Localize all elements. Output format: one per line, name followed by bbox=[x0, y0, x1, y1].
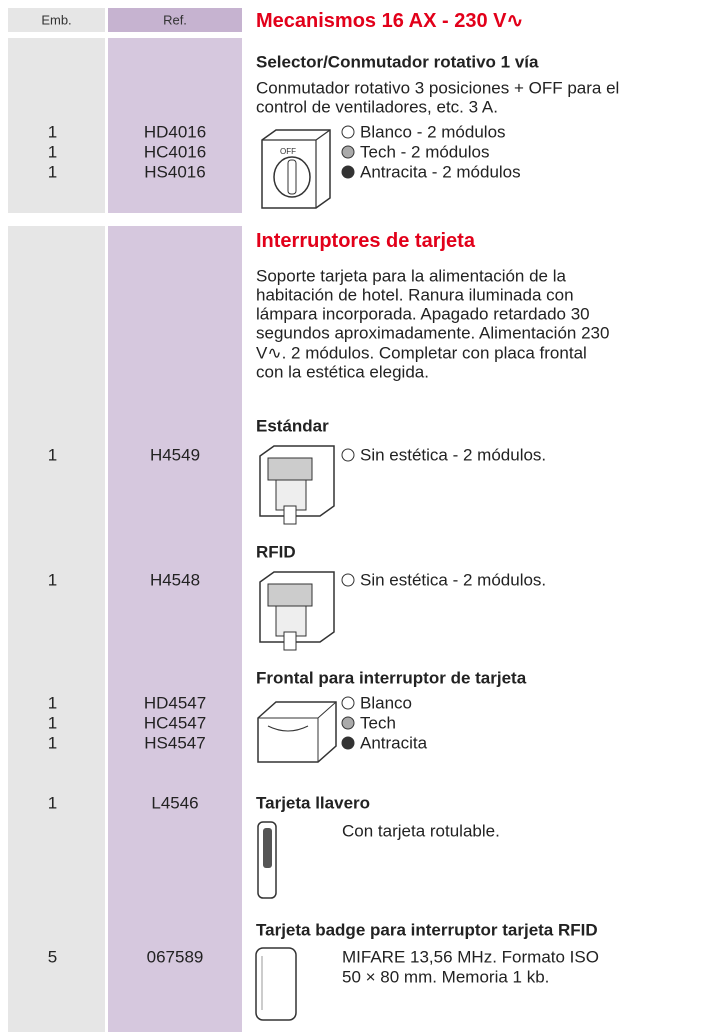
ref: HS4016 bbox=[144, 162, 206, 182]
section-title: Interruptores de tarjeta bbox=[256, 230, 475, 252]
group-heading: Frontal para interruptor de tarjeta bbox=[256, 668, 527, 688]
swatch bbox=[341, 573, 355, 587]
group-heading: Selector/Conmutador rotativo 1 vía bbox=[256, 52, 539, 72]
description: MIFARE 13,56 MHz. Formato ISO bbox=[342, 947, 599, 967]
section-title: Mecanismos 16 AX - 230 V∿ bbox=[256, 10, 524, 32]
option: Antracita - 2 módulos bbox=[360, 162, 521, 182]
ref: HD4547 bbox=[143, 693, 207, 713]
svg-text:OFF: OFF bbox=[280, 147, 296, 156]
badge-image bbox=[255, 947, 297, 1021]
ref: HC4016 bbox=[143, 142, 207, 162]
description: con la estética elegida. bbox=[256, 362, 429, 382]
ref: H4548 bbox=[149, 570, 201, 590]
swatches bbox=[341, 125, 355, 179]
emb-column bbox=[8, 38, 105, 213]
description: Conmutador rotativo 3 posiciones + OFF p… bbox=[256, 78, 620, 98]
description: 50 × 80 mm. Memoria 1 kb. bbox=[342, 967, 550, 987]
frontal-image bbox=[257, 701, 337, 763]
card-switch-image bbox=[259, 445, 335, 525]
description: Soporte tarjeta para la alimentación de … bbox=[256, 266, 566, 286]
ref-column bbox=[108, 226, 242, 1032]
header-cell bbox=[108, 8, 242, 32]
emb: 1 bbox=[47, 733, 58, 753]
description: habitación de hotel. Ranura iluminada co… bbox=[256, 285, 574, 305]
option: Tech bbox=[360, 713, 396, 733]
header-cell bbox=[8, 8, 105, 32]
group-heading: Estándar bbox=[256, 416, 329, 436]
rotary-switch-image: OFF bbox=[261, 129, 331, 209]
card-switch-image bbox=[259, 571, 335, 651]
swatch bbox=[341, 448, 355, 462]
keyfob-image bbox=[257, 821, 277, 899]
group-heading: Tarjeta badge para interruptor tarjeta R… bbox=[256, 920, 598, 940]
group-heading: Tarjeta llavero bbox=[256, 793, 371, 813]
emb: 1 bbox=[47, 445, 58, 465]
ref-column bbox=[108, 38, 242, 213]
emb: 1 bbox=[47, 570, 58, 590]
description: Con tarjeta rotulable. bbox=[342, 821, 500, 841]
option: Sin estética - 2 módulos. bbox=[360, 445, 547, 465]
emb: 1 bbox=[47, 122, 58, 142]
header-label: Ref. bbox=[163, 12, 187, 28]
option: Blanco bbox=[360, 693, 412, 713]
emb: 1 bbox=[47, 793, 58, 813]
group-heading: RFID bbox=[256, 542, 296, 562]
emb: 5 bbox=[47, 947, 58, 967]
description: segundos aproximadamente. Alimentación 2… bbox=[256, 323, 610, 343]
ref: HC4547 bbox=[143, 713, 207, 733]
ref: HS4547 bbox=[144, 733, 206, 753]
header-label: Emb. bbox=[41, 12, 72, 28]
description: V∿. 2 módulos. Completar con placa front… bbox=[256, 343, 587, 363]
ref: 067589 bbox=[146, 947, 204, 967]
option: Sin estética - 2 módulos. bbox=[360, 570, 547, 590]
swatches bbox=[341, 696, 355, 750]
emb: 1 bbox=[47, 693, 58, 713]
ref: H4549 bbox=[149, 445, 201, 465]
emb: 1 bbox=[47, 162, 58, 182]
option: Blanco - 2 módulos bbox=[360, 122, 506, 142]
description: control de ventiladores, etc. 3 A. bbox=[256, 97, 498, 117]
emb-column bbox=[8, 226, 105, 1032]
option: Tech - 2 módulos bbox=[360, 142, 490, 162]
option: Antracita bbox=[360, 733, 428, 753]
description: lámpara incorporada. Apagado retardado 3… bbox=[256, 304, 590, 324]
emb: 1 bbox=[47, 713, 58, 733]
emb: 1 bbox=[47, 142, 58, 162]
ref: HD4016 bbox=[143, 122, 207, 142]
ref: L4546 bbox=[151, 793, 199, 813]
